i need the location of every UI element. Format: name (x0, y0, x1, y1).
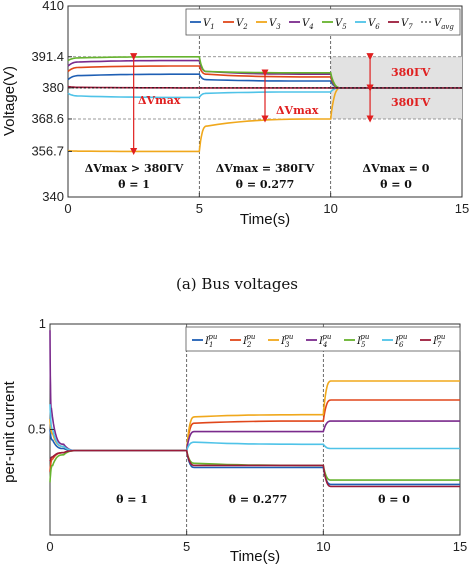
x-tick-label: 0 (46, 539, 53, 554)
y-tick-label: 1 (39, 316, 46, 331)
voltage-region-dividers (198, 6, 332, 197)
voltage-x-axis-label: Time(s) (240, 211, 290, 228)
legend-entry: I7pu (432, 333, 446, 349)
legend-entry: I3pu (280, 333, 294, 349)
legend-entry: V1 (203, 18, 215, 31)
current-chart: 0.51 0 5 10 15 Time(s) per-unit current θ =… (1, 316, 467, 565)
voltage-annotation-arrows (130, 53, 374, 156)
legend-entry: V5 (335, 18, 347, 31)
y-tick-label: 0.5 (28, 422, 46, 437)
current-legend-box (185, 326, 461, 352)
band-label-bottom: 380ΓV (391, 96, 431, 109)
caption-bus-voltages: (a) Bus voltages (176, 275, 298, 293)
x-tick-label: 15 (455, 201, 469, 216)
legend-entry: V7 (401, 18, 413, 31)
y-tick-label: 340 (42, 189, 64, 204)
current-y-tick-labels: 0.51 (28, 316, 54, 437)
y-tick-label: 380 (42, 80, 64, 95)
current-x-axis-label: Time(s) (230, 548, 280, 565)
x-tick-label: 10 (323, 201, 337, 216)
dvmax-label-1: ΔVmax (138, 94, 181, 107)
current-x-tick-labels: 0 5 10 15 (46, 531, 467, 554)
band-label-top: 380ΓV (391, 66, 431, 79)
current-region1-label: θ = 1 (116, 493, 148, 506)
region3-line1: ΔVmax = 0 (363, 162, 430, 175)
legend-entry: I2pu (242, 333, 256, 349)
region1-line1: ΔVmax > 380ΓV (85, 162, 184, 175)
voltage-legend: V1 V2 V3 V4 V5 V6 V7 Vavg (190, 18, 454, 31)
current-legend: I1pu I2pu I3pu I4pu I5pu I6pu I7pu (192, 333, 446, 349)
legend-entry: I5pu (356, 333, 370, 349)
legend-entry: I4pu (318, 333, 332, 349)
y-tick-label: 391.4 (31, 49, 64, 64)
region2-line2: θ = 0.277 (236, 178, 295, 191)
voltage-y-tick-labels: 340 356.7 368.6 380 391.4 410 (31, 0, 72, 204)
series-line-I7pu (49, 449, 460, 488)
legend-entry: I6pu (394, 333, 408, 349)
x-tick-label: 0 (64, 201, 71, 216)
current-y-axis-label: per-unit current (1, 380, 18, 483)
x-tick-label: 5 (183, 539, 190, 554)
region1-line2: θ = 1 (118, 178, 150, 191)
y-tick-label: 356.7 (31, 143, 64, 158)
voltage-y-axis-label: Voltage(V) (1, 66, 18, 136)
voltage-x-tick-labels: 0 5 10 15 (64, 193, 469, 216)
legend-entry: V2 (236, 18, 248, 31)
legend-entry: I1pu (204, 333, 218, 349)
legend-entry: Vavg (434, 18, 454, 31)
legend-entry: V4 (302, 18, 314, 31)
region3-line2: θ = 0 (380, 178, 412, 191)
y-tick-label: 410 (42, 0, 64, 13)
x-tick-label: 5 (196, 201, 203, 216)
legend-entry: V6 (368, 18, 380, 31)
x-tick-label: 15 (453, 539, 467, 554)
current-series-group (49, 330, 460, 488)
legend-entry: V3 (269, 18, 281, 31)
x-tick-label: 10 (316, 539, 330, 554)
y-tick-label: 368.6 (31, 111, 64, 126)
dvmax-label-2: ΔVmax (276, 104, 319, 117)
current-region2-label: θ = 0.277 (229, 493, 288, 506)
current-plot-area (49, 323, 461, 536)
region2-line1: ΔVmax = 380ΓV (216, 162, 315, 175)
current-region3-label: θ = 0 (378, 493, 410, 506)
